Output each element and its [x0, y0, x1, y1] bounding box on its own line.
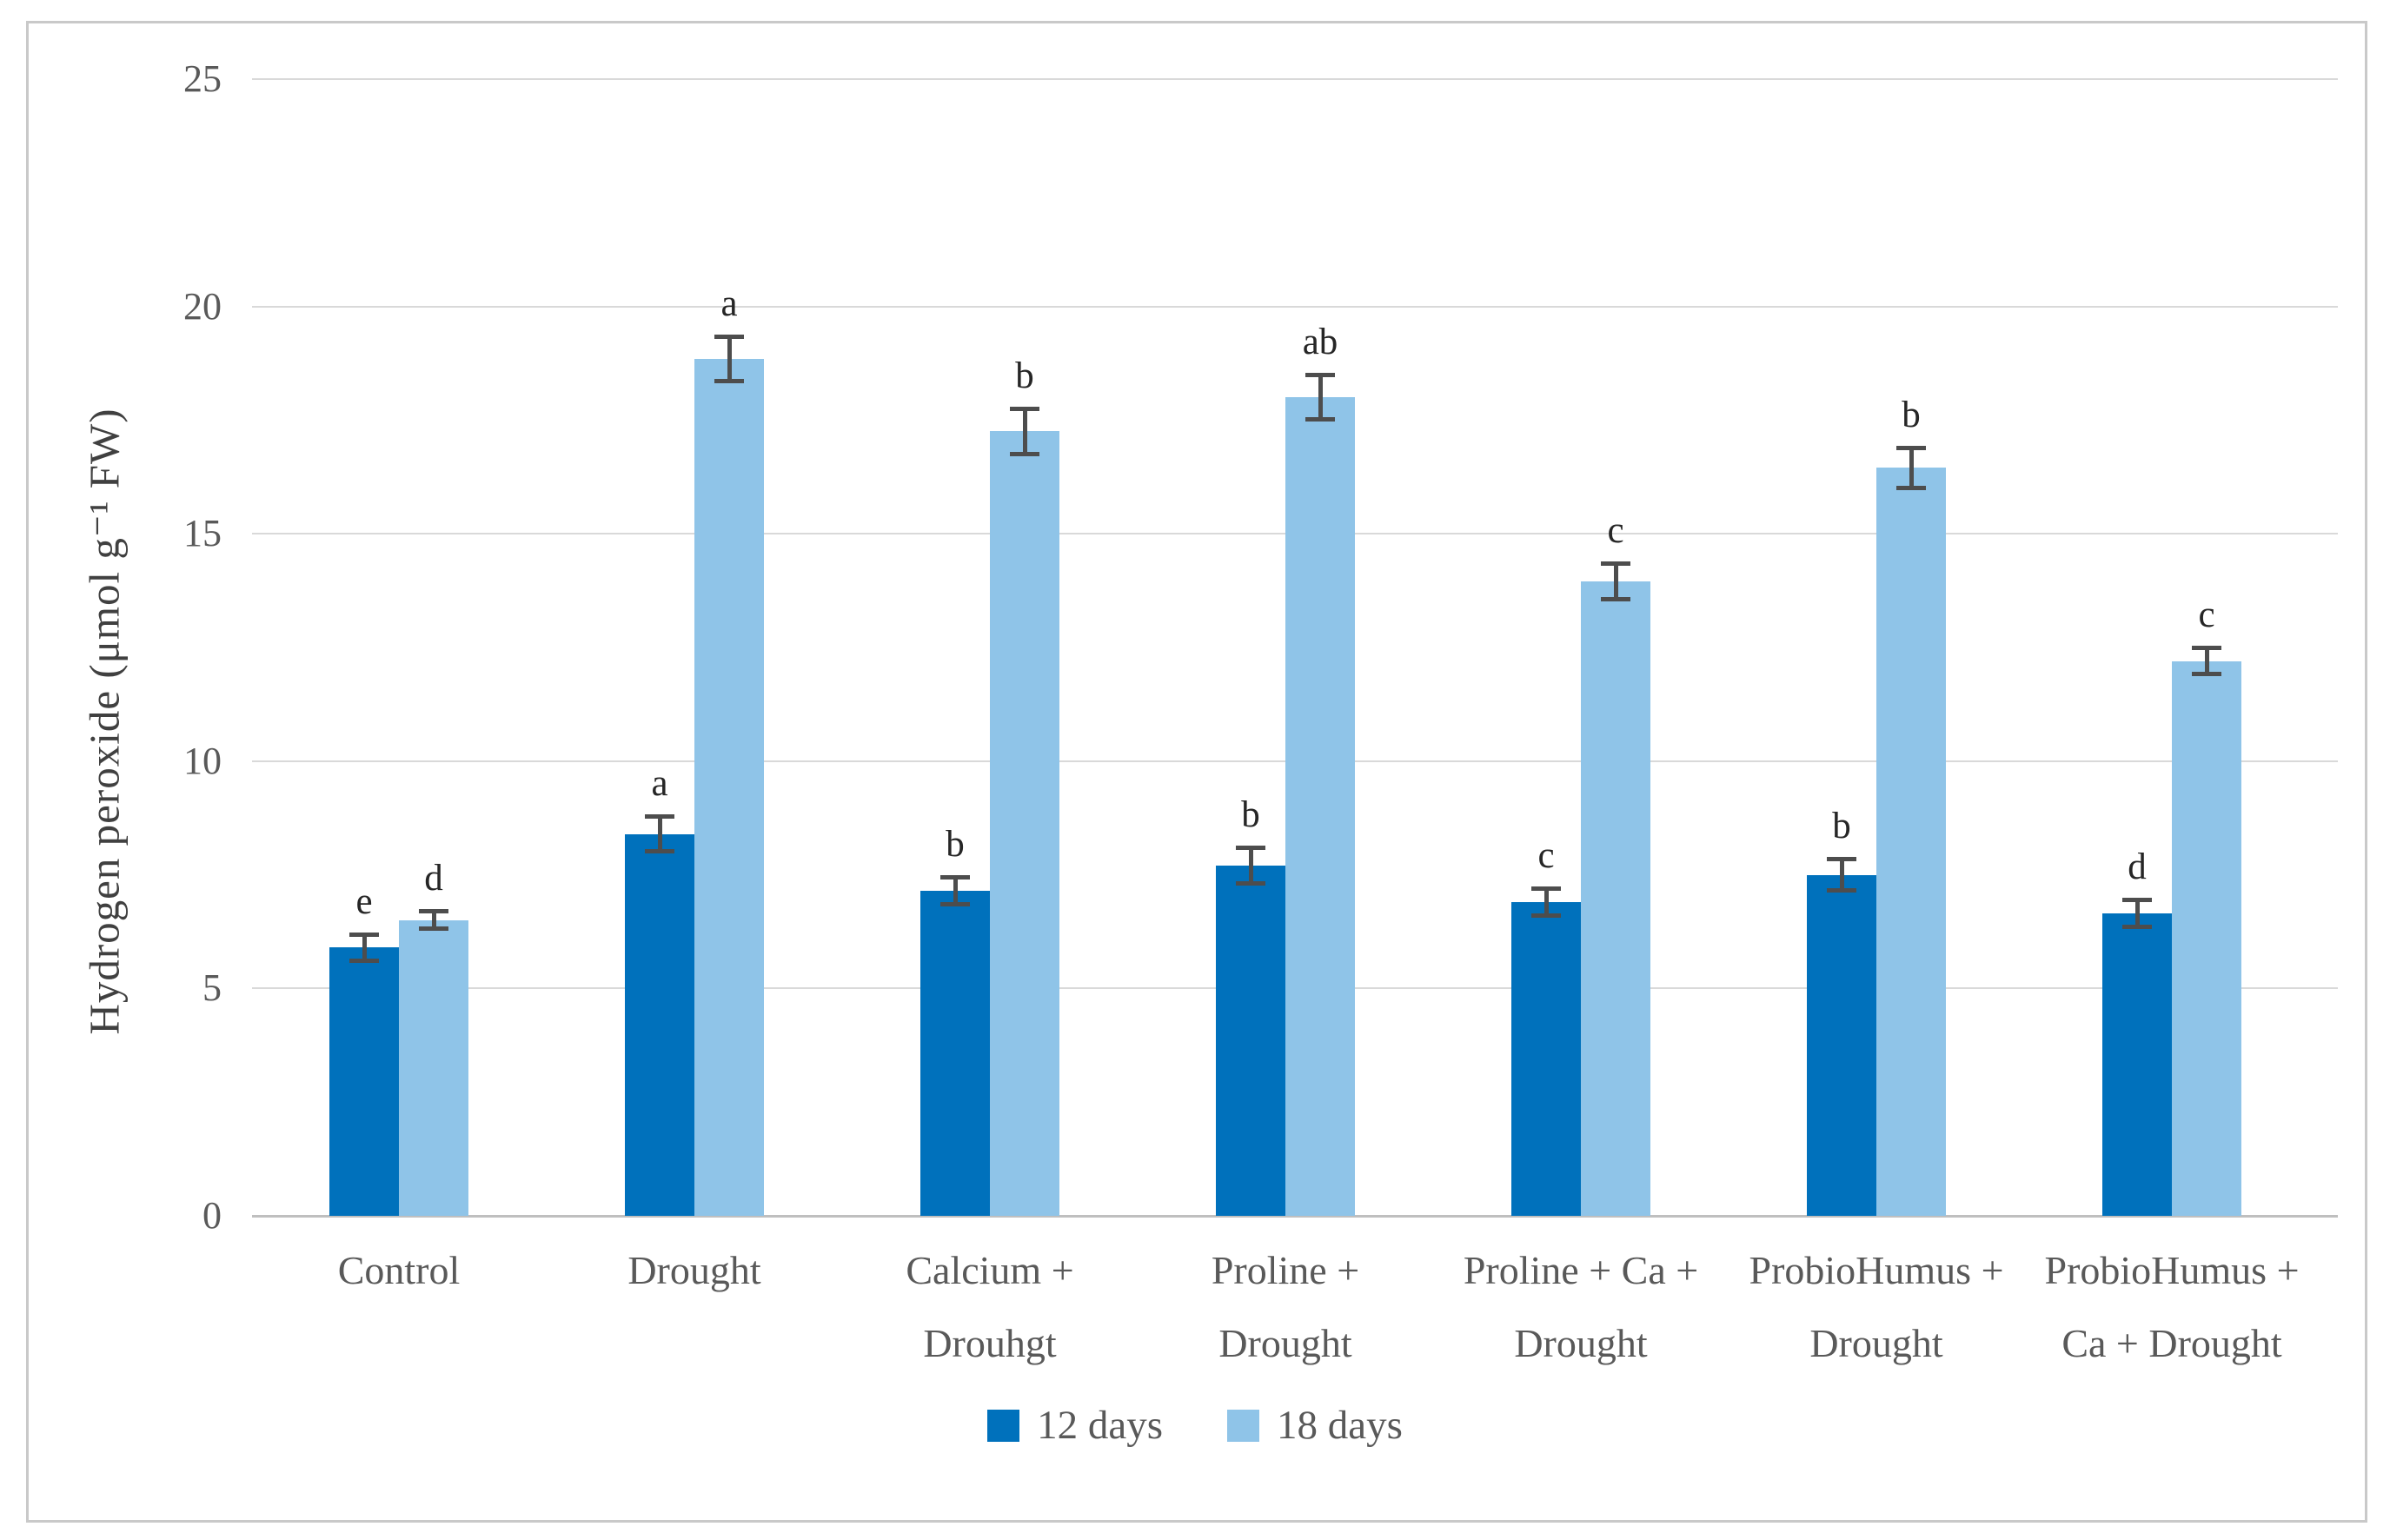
error-bar — [657, 815, 662, 853]
error-bar-cap-bottom — [349, 959, 379, 963]
sig-letter: a — [651, 762, 668, 804]
x-category-label: Drought — [627, 1248, 761, 1292]
x-axis-line — [252, 1215, 2338, 1218]
y-tick-label: 20 — [183, 284, 222, 328]
error-bar-cap-bottom — [2192, 672, 2221, 677]
y-axis-title: Hydrogen peroxide (μmol g⁻¹ FW) — [80, 408, 129, 1035]
sig-letter: c — [1537, 835, 1555, 877]
error-bar-cap-top — [714, 334, 744, 339]
error-bar-cap-top — [940, 875, 970, 880]
error-bar — [953, 877, 958, 905]
gridline — [252, 305, 2338, 308]
sig-letter: d — [424, 858, 443, 899]
error-bar-cap-bottom — [1601, 597, 1630, 602]
error-bar — [1544, 888, 1549, 916]
error-bar-cap-bottom — [940, 901, 970, 906]
bar-12-days — [329, 947, 399, 1216]
error-bar-cap-bottom — [1236, 881, 1265, 886]
error-bar-cap-top — [419, 909, 448, 914]
bar-12-days — [920, 890, 990, 1216]
error-bar-cap-bottom — [1010, 451, 1039, 456]
error-bar-cap-top — [1896, 445, 1926, 450]
error-bar-cap-top — [2122, 898, 2152, 903]
bar-18-days — [1285, 397, 1355, 1216]
legend-swatch-12-days — [987, 1409, 1020, 1442]
error-bar — [2134, 899, 2140, 927]
bar-12-days — [1807, 874, 1876, 1216]
error-bar-cap-top — [1010, 407, 1039, 412]
legend-item-18-days: 18 days — [1227, 1401, 1403, 1450]
error-bar-cap-bottom — [2122, 924, 2152, 929]
bar-18-days — [1876, 468, 1946, 1216]
error-bar — [431, 911, 436, 930]
error-bar — [1248, 847, 1253, 885]
error-bar-cap-bottom — [1827, 887, 1856, 893]
error-bar — [362, 933, 367, 961]
sig-letter: c — [1607, 510, 1624, 552]
error-bar — [2204, 647, 2209, 675]
error-bar — [1613, 563, 1618, 601]
error-bar — [727, 335, 732, 382]
error-bar-cap-top — [1305, 373, 1335, 378]
error-bar — [1909, 447, 1914, 488]
error-bar-cap-top — [1531, 886, 1561, 892]
sig-letter: ab — [1302, 322, 1338, 363]
error-bar — [1839, 859, 1844, 891]
y-tick-label: 15 — [183, 512, 222, 555]
bar-12-days — [1511, 901, 1581, 1216]
bar-12-days — [625, 833, 694, 1216]
sig-letter: e — [355, 880, 373, 922]
sig-letter: a — [720, 282, 738, 324]
sig-letter: b — [946, 824, 965, 866]
error-bar-cap-top — [645, 813, 674, 819]
legend-label-18-days: 18 days — [1277, 1403, 1403, 1448]
y-tick-label: 0 — [202, 1194, 222, 1237]
legend-item-12-days: 12 days — [987, 1401, 1163, 1450]
y-tick-label: 25 — [183, 57, 222, 100]
sig-letter: b — [1241, 794, 1260, 836]
sig-letter: d — [2128, 846, 2147, 888]
bar-18-days — [990, 431, 1059, 1216]
x-category-label: Calcium + Drouhgt — [906, 1248, 1074, 1365]
gridline — [252, 78, 2338, 80]
error-bar-cap-bottom — [1531, 913, 1561, 918]
error-bar-cap-bottom — [419, 926, 448, 932]
y-tick-label: 10 — [183, 739, 222, 782]
error-bar-cap-top — [349, 932, 379, 937]
x-category-label: ProbioHumus + Ca + Drought — [2044, 1248, 2300, 1365]
error-bar-cap-top — [1236, 846, 1265, 851]
sig-letter: c — [2198, 594, 2215, 635]
error-bar-cap-bottom — [1305, 417, 1335, 422]
sig-letter: b — [1902, 394, 1921, 435]
bar-12-days — [1216, 866, 1285, 1216]
error-bar-cap-top — [1601, 561, 1630, 567]
error-bar-cap-bottom — [1896, 485, 1926, 490]
x-category-label: Control — [337, 1248, 461, 1292]
bar-18-days — [399, 919, 468, 1216]
sig-letter: b — [1832, 806, 1851, 847]
x-category-label: Proline + Drought — [1211, 1248, 1360, 1365]
x-category-label: Proline + Ca + Drought — [1463, 1248, 1699, 1365]
legend: 12 days 18 days — [0, 1401, 2390, 1450]
error-bar — [1318, 375, 1323, 421]
sig-letter: b — [1015, 355, 1034, 397]
error-bar-cap-top — [1827, 857, 1856, 862]
bar-12-days — [2102, 913, 2172, 1216]
x-category-label: ProbioHumus + Drought — [1749, 1248, 2004, 1365]
error-bar-cap-bottom — [714, 378, 744, 383]
error-bar — [1022, 408, 1027, 455]
error-bar-cap-bottom — [645, 849, 674, 854]
y-tick-label: 5 — [202, 966, 222, 1010]
error-bar-cap-top — [2192, 646, 2221, 650]
bar-18-days — [1581, 581, 1650, 1216]
legend-label-12-days: 12 days — [1037, 1403, 1163, 1448]
bar-18-days — [2172, 660, 2241, 1216]
legend-swatch-18-days — [1227, 1409, 1259, 1442]
bar-18-days — [694, 358, 764, 1216]
